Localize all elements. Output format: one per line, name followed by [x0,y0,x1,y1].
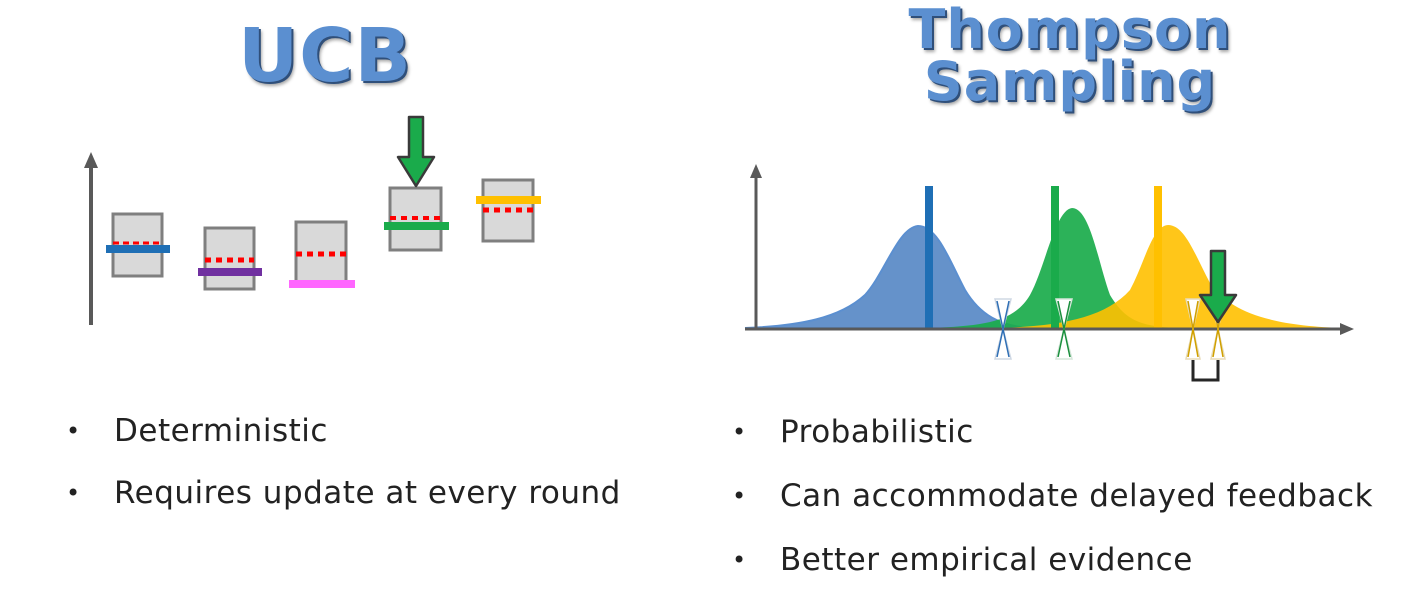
ucb-arm-1 [106,212,170,278]
thompson-sampling-title: Thompson Sampling [860,0,1280,113]
ucb-arm-4-bound [384,222,449,230]
ucb-y-axis [84,152,98,325]
ucb-diagram [84,115,541,325]
mean-marker-yellow [1154,186,1162,330]
mean-marker-green [1051,186,1059,330]
ucb-selection-arrow-icon [396,115,436,188]
ucb-arm-3 [289,220,355,288]
thompson-bullet-item: Probabilistic [732,400,1373,464]
sample-marker-blue [994,298,1012,360]
distribution-blue [744,224,1031,329]
ucb-arm-1-bound [106,245,170,253]
ucb-arm-4 [384,186,449,252]
mean-marker-blue [925,186,933,330]
ucb-arm-3-bound [289,280,355,288]
thompson-diagram [744,164,1354,382]
distribution-yellow [1000,225,1345,328]
thompson-title-line1: Thompson [908,0,1232,61]
ucb-arm-5-bound [476,196,541,204]
ucb-bullet-list: Deterministic Requires update at every r… [66,400,621,524]
thompson-title-line2: Sampling [923,50,1217,113]
ucb-arm-2 [198,226,262,291]
thompson-axes [745,164,1354,335]
ucb-arm-5 [476,178,541,243]
sample-marker-green [1055,298,1073,360]
thompson-bullet-item: Better empirical evidence [732,528,1373,592]
sample-bracket [1191,360,1220,382]
ucb-arm-2-bound [198,268,262,276]
ucb-bullet-item: Deterministic [66,400,621,462]
thompson-bullet-list: Probabilistic Can accommodate delayed fe… [732,400,1373,592]
thompson-selection-arrow-icon [1198,249,1238,324]
sample-marker-yellow-1 [1185,298,1201,360]
thompson-bullet-item: Can accommodate delayed feedback [732,464,1373,528]
ucb-bullet-item: Requires update at every round [66,462,621,524]
ucb-title: UCB [238,13,412,99]
